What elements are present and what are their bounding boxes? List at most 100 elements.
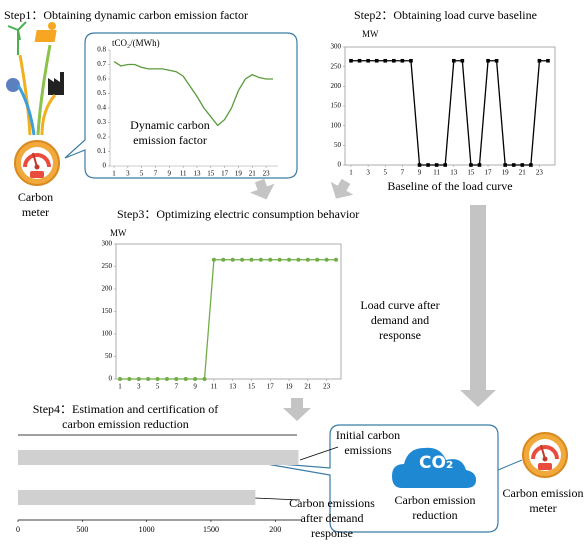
y-axis-label: MW — [110, 228, 127, 238]
cloud — [392, 447, 476, 488]
x-tick-label: 21 — [519, 169, 527, 177]
category-label: Initial carbon emissions — [335, 428, 401, 457]
marker — [383, 58, 388, 63]
x-tick-label: 13 — [229, 383, 237, 391]
marker — [477, 163, 482, 167]
x-tick-label: 7 — [175, 383, 179, 391]
step-title: Step4：Estimation and certification of ca… — [32, 402, 219, 431]
marker — [469, 163, 473, 167]
x-tick-label: 1 — [349, 169, 353, 177]
y-tick-label: 300 — [102, 240, 113, 248]
marker — [503, 163, 507, 167]
x-tick-label: 3 — [366, 169, 370, 177]
marker — [357, 58, 362, 63]
x-tick-label: 1000 — [139, 525, 155, 534]
marker — [240, 257, 245, 262]
marker — [537, 58, 542, 63]
y-tick-label: 0.5 — [97, 89, 106, 97]
marker — [305, 257, 310, 262]
marker — [392, 58, 396, 63]
x-tick-label: 21 — [304, 383, 312, 391]
x-tick-label: 200 — [269, 525, 281, 534]
marker — [374, 58, 379, 63]
x-tick-label: 9 — [193, 383, 197, 391]
x-tick-label: 17 — [221, 170, 229, 178]
marker — [146, 377, 151, 381]
x-tick-label: 23 — [323, 383, 331, 391]
marker — [486, 58, 490, 63]
marker — [400, 58, 405, 63]
x-tick-label: 1 — [118, 383, 122, 391]
x-tick-label: 19 — [502, 169, 510, 177]
marker — [520, 163, 525, 167]
x-tick-label: 5 — [156, 383, 160, 391]
marker — [136, 377, 141, 381]
marker — [174, 377, 179, 381]
data-line — [120, 259, 336, 380]
x-tick-label: 19 — [286, 383, 294, 391]
step-title: Step2：Obtaining load curve baseline — [354, 8, 537, 22]
x-tick-label: 23 — [263, 170, 271, 178]
marker — [155, 377, 160, 381]
x-tick-label: 7 — [154, 170, 158, 178]
x-tick-label: 19 — [235, 170, 243, 178]
marker — [221, 257, 226, 262]
marker — [417, 163, 422, 167]
callout — [64, 32, 298, 179]
x-tick-label: 1 — [112, 170, 116, 178]
x-tick-label: 13 — [193, 170, 201, 178]
marker — [268, 257, 273, 262]
carbon-meter-icon — [13, 139, 61, 187]
x-tick-label: 3 — [126, 170, 130, 178]
plot-frame — [115, 243, 342, 380]
marker — [324, 257, 329, 262]
marker — [349, 58, 353, 63]
marker — [334, 257, 338, 262]
carbon-meter-icon — [521, 431, 569, 479]
y-tick-label: 0.6 — [97, 75, 106, 83]
x-tick-label: 9 — [418, 169, 422, 177]
y-tick-label: 0 — [103, 162, 107, 170]
marker — [193, 377, 198, 381]
marker — [211, 257, 216, 262]
marker — [409, 58, 413, 63]
y-axis-label: tCO₂/(MWh) — [112, 38, 160, 48]
marker — [230, 257, 235, 262]
co2-label: CO₂ — [419, 453, 454, 473]
label: Carbon meter — [17, 190, 54, 219]
y-tick-label: 250 — [331, 62, 342, 70]
y-tick-label: 0.1 — [97, 147, 106, 155]
x-tick-label: 7 — [401, 169, 405, 177]
marker — [287, 257, 292, 262]
y-tick-label: 100 — [102, 330, 113, 338]
annotation: Dynamic carbon emission factor — [130, 118, 210, 147]
callout — [254, 424, 499, 533]
x-tick-label: 1500 — [203, 525, 219, 534]
y-tick-label: 250 — [102, 262, 113, 270]
marker — [443, 163, 448, 167]
x-tick-label: 13 — [450, 169, 458, 177]
bar — [18, 450, 299, 465]
marker — [164, 377, 169, 381]
marker — [546, 58, 550, 63]
data-line — [113, 61, 273, 127]
x-tick-label: 3 — [137, 383, 141, 391]
marker — [460, 58, 465, 63]
energy-icons — [6, 21, 64, 136]
x-axis-label: Baseline of the load curve — [387, 179, 513, 193]
marker — [277, 257, 282, 262]
marker — [494, 58, 499, 63]
y-tick-label: 0.3 — [97, 118, 106, 126]
marker — [202, 377, 207, 381]
y-tick-label: 200 — [102, 285, 113, 293]
bar — [18, 490, 256, 505]
y-tick-label: 0 — [109, 375, 113, 383]
x-tick-label: 15 — [207, 170, 215, 178]
x-tick-label: 11 — [211, 383, 218, 391]
label: Carbon emission meter — [502, 486, 584, 515]
x-tick-label: 11 — [180, 170, 187, 178]
x-tick-label: 5 — [140, 170, 144, 178]
label: Load curve after demand and response — [360, 298, 440, 342]
